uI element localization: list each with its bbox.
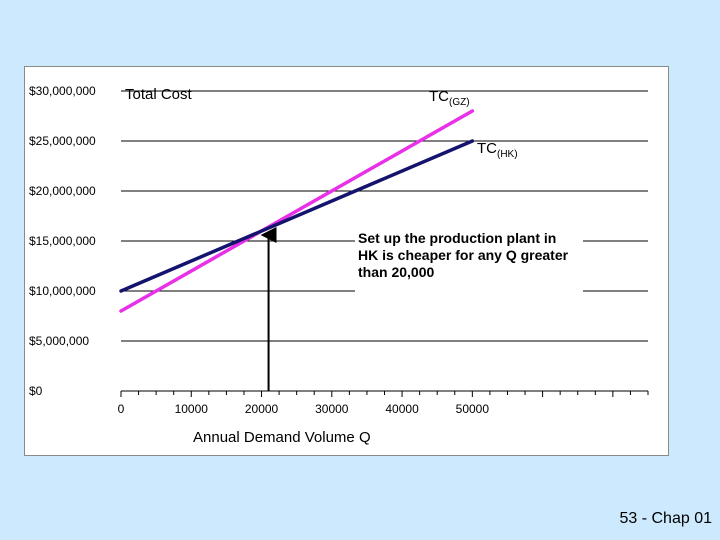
series-line-1	[119, 139, 475, 293]
chart-title: Total Cost	[125, 86, 193, 103]
y-tick-label: $0	[29, 384, 43, 398]
x-tick-label: 20000	[245, 402, 279, 416]
y-tick-label: $5,000,000	[29, 334, 89, 348]
series-line-0	[119, 109, 475, 313]
annotation-line: Set up the production plant in	[358, 230, 556, 246]
x-tick-label: 30000	[315, 402, 349, 416]
series-label-subscript-1: (HK)	[497, 149, 518, 160]
y-tick-label: $25,000,000	[29, 134, 96, 148]
y-tick-label: $15,000,000	[29, 234, 96, 248]
y-tick-label: $10,000,000	[29, 284, 96, 298]
x-axis-title: Annual Demand Volume Q	[193, 429, 371, 446]
y-tick-label: $30,000,000	[29, 84, 96, 98]
total-cost-chart: $0 $5,000,000 $10,000,000 $15,000,000 $20,00…	[29, 84, 649, 446]
annotation-line: than 20,000	[358, 264, 434, 280]
chart-panel: $0 $5,000,000 $10,000,000 $15,000,000 $20,00…	[24, 66, 669, 456]
x-tick-label: 10000	[175, 402, 209, 416]
slide-footer: 53 - Chap 01	[619, 510, 712, 527]
x-tick-label: 50000	[456, 402, 490, 416]
x-tick-label: 40000	[385, 402, 419, 416]
x-tick-label: 0	[118, 402, 125, 416]
series-label-subscript-0: (GZ)	[449, 97, 470, 108]
series-label-1: TC(HK)	[477, 140, 518, 160]
annotation-box	[355, 227, 583, 297]
annotation-line: HK is cheaper for any Q greater	[358, 247, 569, 263]
y-tick-label: $20,000,000	[29, 184, 96, 198]
